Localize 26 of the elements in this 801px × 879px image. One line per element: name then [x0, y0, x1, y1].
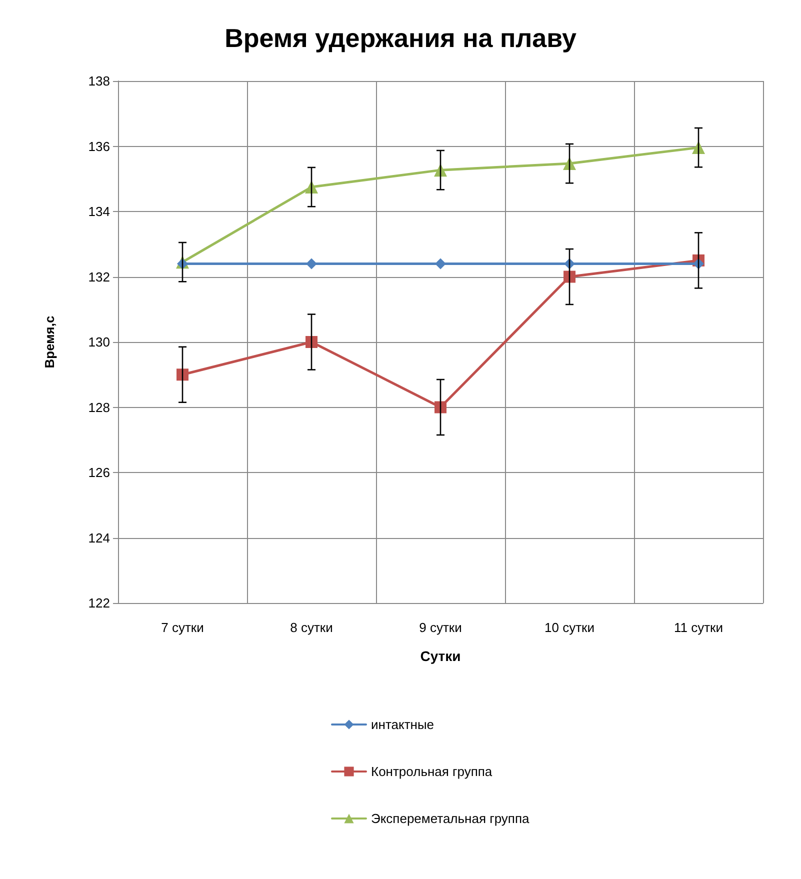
- x-tick-label: 7 сутки: [161, 620, 204, 635]
- legend-label: Контрольная группа: [371, 764, 493, 779]
- y-tick-label: 136: [88, 138, 110, 154]
- legend-label: интактные: [371, 717, 434, 732]
- x-tick-label: 10 сутки: [544, 620, 594, 635]
- point: [434, 401, 446, 414]
- y-tick-label: 132: [88, 269, 110, 284]
- point: [564, 270, 576, 283]
- y-tick-label: 134: [88, 204, 110, 219]
- y-tick-label: 138: [88, 74, 110, 88]
- y-tick-label: 130: [88, 334, 110, 350]
- x-tick-label: 9 сутки: [419, 620, 462, 635]
- y-tick-label: 126: [88, 465, 110, 480]
- y-tick-label: 124: [88, 530, 110, 546]
- x-axis-title: Сутки: [420, 648, 461, 664]
- y-tick-label: 122: [88, 596, 110, 610]
- point: [306, 258, 317, 270]
- legend-label: Экспереметальная группа: [371, 811, 530, 826]
- point: [435, 258, 446, 270]
- x-tick-label: 8 сутки: [290, 620, 333, 635]
- point: [306, 336, 318, 348]
- y-tick-label: 128: [88, 400, 110, 415]
- point: [176, 368, 188, 381]
- chart-title: Время удержания на плаву: [224, 23, 577, 53]
- y-axis-title: Время,с: [42, 316, 57, 368]
- x-tick-label: 11 сутки: [674, 620, 724, 635]
